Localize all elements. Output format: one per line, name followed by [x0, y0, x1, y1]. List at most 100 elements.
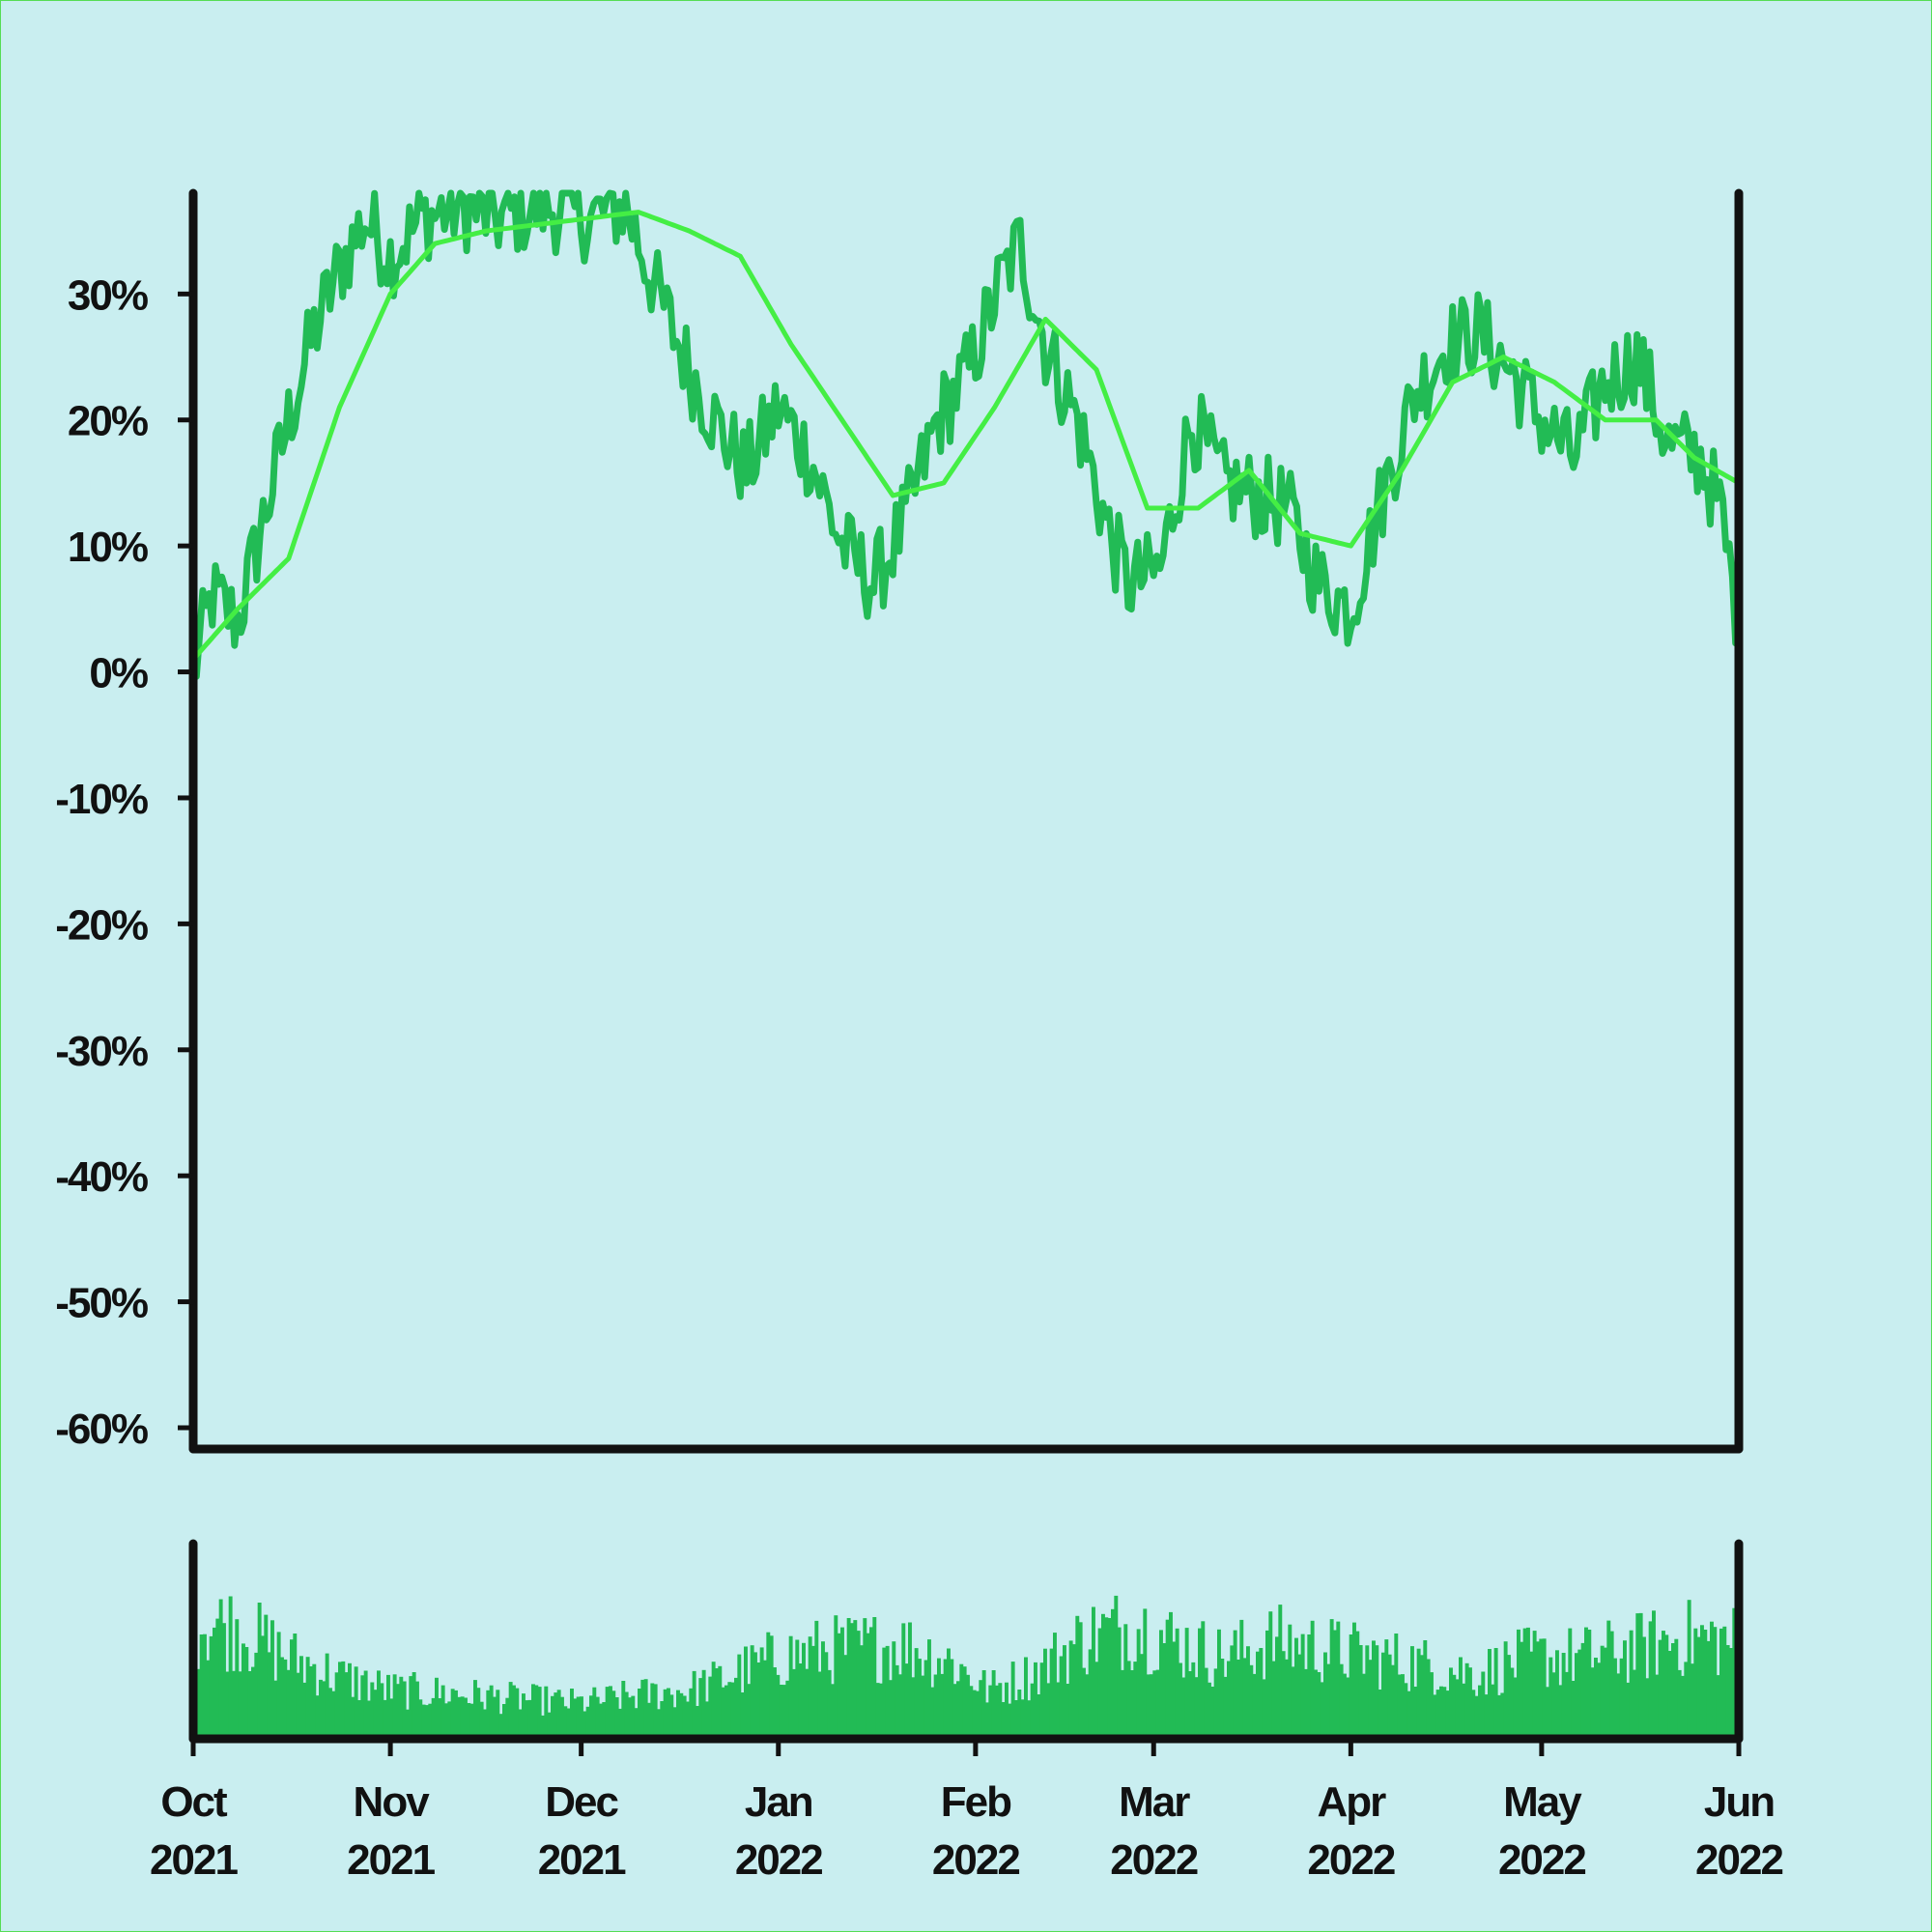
- volume-bar: [225, 1671, 230, 1739]
- volume-bar: [892, 1641, 896, 1739]
- volume-bar: [541, 1715, 545, 1739]
- volume-bar: [244, 1647, 249, 1739]
- volume-bar: [701, 1669, 706, 1739]
- volume-bar: [943, 1659, 948, 1739]
- x-tick-label-year: 2022: [1307, 1836, 1394, 1884]
- volume-bar: [1285, 1659, 1289, 1739]
- volume-bar: [669, 1694, 674, 1739]
- volume-bar: [933, 1674, 938, 1739]
- volume-bar: [396, 1684, 400, 1739]
- volume-bar: [585, 1706, 590, 1739]
- volume-bar: [1039, 1662, 1044, 1739]
- volume-bar: [1555, 1650, 1559, 1739]
- volume-bar: [1648, 1621, 1653, 1739]
- y-tick-label: 0%: [89, 650, 147, 697]
- volume-bar: [1623, 1640, 1627, 1739]
- volume-bar: [328, 1688, 332, 1739]
- volume-bar: [1404, 1683, 1408, 1739]
- volume-bar: [457, 1696, 462, 1739]
- volume-bar: [1397, 1674, 1402, 1739]
- volume-bar: [1645, 1678, 1650, 1739]
- volume-bar: [611, 1690, 616, 1739]
- volume-bar: [827, 1669, 832, 1739]
- volume-bar: [837, 1633, 841, 1739]
- volume-bar: [1619, 1658, 1624, 1739]
- volume-bar: [1609, 1631, 1614, 1739]
- volume-bar: [421, 1704, 426, 1739]
- volume-bar: [544, 1686, 549, 1739]
- volume-bar: [698, 1678, 703, 1739]
- volume-bar: [1329, 1619, 1334, 1739]
- volume-bar: [605, 1687, 610, 1739]
- y-tick-label: -40%: [55, 1153, 148, 1201]
- volume-bar: [1037, 1694, 1041, 1739]
- volume-bar: [727, 1682, 732, 1739]
- volume-bar: [744, 1646, 748, 1739]
- volume-bar: [776, 1674, 781, 1739]
- volume-bar: [628, 1697, 632, 1739]
- volume-bar: [614, 1697, 619, 1739]
- volume-bar: [1169, 1611, 1173, 1739]
- volume-bar: [918, 1659, 922, 1739]
- volume-bar: [863, 1618, 867, 1739]
- volume-bar: [631, 1695, 636, 1739]
- volume-bar: [708, 1676, 713, 1739]
- volume-bar: [508, 1682, 513, 1739]
- volume-bar: [1484, 1694, 1489, 1739]
- volume-bar: [1725, 1645, 1730, 1739]
- volume-bar: [1488, 1649, 1492, 1739]
- volume-bar: [1449, 1667, 1453, 1739]
- volume-bar: [879, 1683, 883, 1739]
- x-tick-label-month: Oct: [160, 1778, 228, 1826]
- volume-bar: [1297, 1654, 1302, 1739]
- volume-bar: [1526, 1627, 1530, 1739]
- volume-bar: [1107, 1618, 1112, 1739]
- volume-bar: [1635, 1613, 1640, 1739]
- volume-bar: [309, 1666, 313, 1739]
- y-tick-label: 10%: [68, 524, 148, 571]
- volume-bar: [840, 1627, 844, 1739]
- volume-bar: [976, 1690, 980, 1739]
- y-tick-label: -50%: [55, 1280, 148, 1327]
- x-tick-label-year: 2022: [932, 1836, 1019, 1884]
- volume-bar: [1565, 1671, 1569, 1739]
- volume-bar: [1658, 1639, 1662, 1739]
- volume-bar: [1314, 1669, 1318, 1739]
- volume-bar: [592, 1687, 597, 1739]
- volume-bar: [995, 1685, 999, 1739]
- volume-bar: [1522, 1628, 1527, 1739]
- volume-bar: [811, 1645, 815, 1739]
- volume-bar: [213, 1627, 216, 1739]
- volume-bar: [952, 1684, 957, 1739]
- volume-bar: [512, 1685, 516, 1739]
- volume-bar: [1271, 1661, 1276, 1739]
- y-tick-label: -10%: [55, 776, 148, 823]
- volume-bar: [1510, 1667, 1515, 1739]
- volume-bar: [773, 1667, 777, 1739]
- volume-bar: [454, 1690, 458, 1739]
- x-tick-label-month: Feb: [941, 1778, 1011, 1826]
- volume-bar: [1008, 1703, 1012, 1739]
- volume-bar: [518, 1709, 523, 1739]
- volume-bar: [724, 1685, 728, 1739]
- volume-bar: [280, 1657, 284, 1739]
- volume-bar: [885, 1645, 890, 1739]
- volume-bar: [981, 1670, 986, 1739]
- volume-bar: [496, 1690, 500, 1739]
- volume-bar: [621, 1681, 626, 1739]
- volume-bar: [640, 1679, 645, 1739]
- volume-bar: [218, 1599, 223, 1739]
- volume-bar: [409, 1676, 413, 1739]
- volume-bar: [1703, 1630, 1708, 1739]
- volume-bar: [1307, 1634, 1312, 1739]
- y-tick-label: 20%: [68, 398, 148, 445]
- x-tick-label-month: Nov: [354, 1778, 431, 1826]
- volume-bar: [1236, 1660, 1240, 1739]
- volume-bar: [286, 1669, 291, 1739]
- volume-bar: [1159, 1630, 1163, 1739]
- volume-bar: [972, 1690, 977, 1739]
- volume-bar: [1114, 1595, 1119, 1739]
- volume-bar: [554, 1692, 558, 1739]
- volume-bar: [438, 1698, 442, 1739]
